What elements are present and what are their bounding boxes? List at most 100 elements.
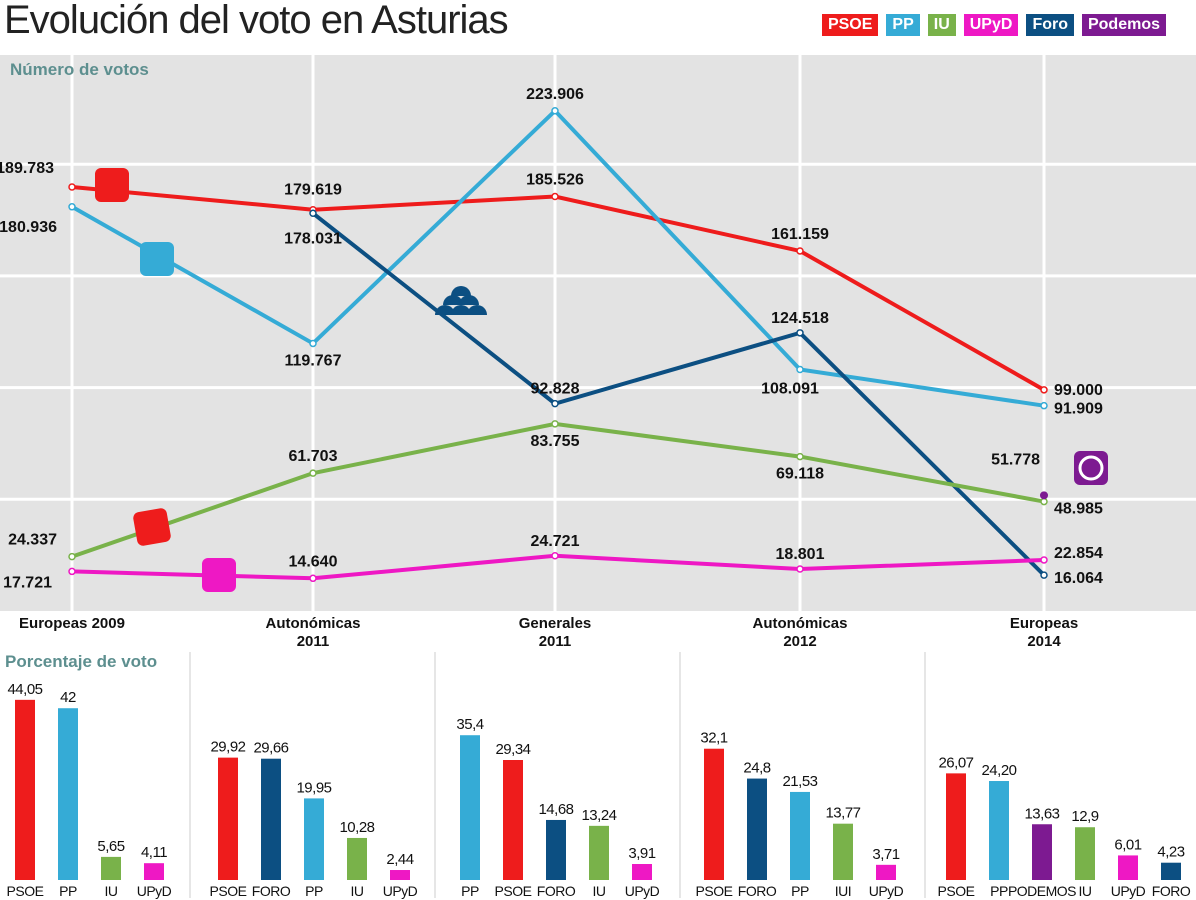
bar-party-label: PP: [59, 883, 77, 899]
data-point-iu: [309, 469, 317, 477]
series-line-foro: [311, 211, 1046, 577]
bar-iu: [1075, 827, 1095, 880]
legend-item-foro: Foro: [1026, 14, 1074, 36]
legend-item-psoe: PSOE: [821, 14, 879, 36]
bar-foro: [546, 819, 566, 880]
bar-value-label: 29,66: [253, 740, 288, 757]
data-label-iu: 69.118: [776, 466, 824, 483]
bar-party-label: PP: [791, 883, 809, 899]
bar-value-label: 29,34: [495, 741, 530, 758]
data-point-pp: [551, 107, 559, 115]
data-label-upyd: 17.721: [3, 574, 52, 591]
bar-party-label: PP: [305, 883, 323, 899]
legend-item-iu: IU: [927, 14, 956, 36]
data-point-pp: [309, 339, 317, 348]
data-label-foro: 178.031: [284, 230, 342, 247]
bar-value-label: 44,05: [7, 681, 42, 698]
bar-psoe: [503, 759, 523, 880]
bar-party-label: FORO: [738, 883, 777, 899]
data-label-psoe: 99.000: [1054, 382, 1103, 399]
x-tick-label: Europeas: [1010, 615, 1078, 632]
legend-item-upyd: UPyD: [963, 14, 1019, 36]
bar-party-label: UPyD: [383, 883, 418, 899]
bar-value-label: 13,77: [825, 805, 860, 822]
bar-pp: [460, 735, 480, 880]
bar-value-label: 19,95: [296, 779, 331, 796]
bar-party-label: IU: [1079, 883, 1092, 899]
x-tick-label: 2011: [539, 633, 572, 650]
bar-party-label: UPyD: [1111, 883, 1146, 899]
bar-value-label: 26,07: [938, 754, 973, 771]
data-label-upyd: 14.640: [289, 553, 338, 570]
data-label-psoe: 179.619: [284, 182, 342, 199]
data-label-iu: 83.755: [531, 433, 580, 450]
bar-psoe: [15, 699, 35, 880]
bar-value-label: 10,28: [339, 819, 374, 836]
bar-party-label: PODEMOS: [1008, 883, 1076, 899]
data-point-upyd: [1040, 556, 1048, 564]
data-label-psoe: 189.783: [0, 160, 54, 177]
bar-upyd: [1118, 855, 1138, 880]
bar-party-label: UPyD: [625, 883, 660, 899]
bar-party-label: FORO: [537, 883, 576, 899]
bar-psoe: [946, 773, 966, 880]
bar-party-label: UPyD: [137, 883, 172, 899]
bar-foro: [261, 758, 281, 880]
bar-party-label: IU: [593, 883, 606, 899]
bar-value-label: 2,44: [386, 851, 413, 868]
bar-value-label: 5,65: [97, 838, 124, 855]
data-point-upyd: [551, 552, 559, 560]
data-point-upyd: [796, 565, 804, 573]
bar-value-label: 13,24: [581, 807, 616, 824]
iu-logo-icon: [133, 508, 171, 546]
data-point-foro: [309, 209, 317, 218]
data-point-upyd: [309, 574, 317, 583]
data-point-psoe: [551, 192, 559, 201]
foro-logo-icon: [435, 286, 487, 315]
bar-value-label: 29,92: [210, 739, 245, 756]
bar-chart-title: Porcentaje de voto: [5, 652, 158, 671]
x-tick-label: 2014: [1027, 633, 1061, 650]
bar-value-label: 42: [60, 689, 76, 706]
bar-iu: [347, 837, 367, 880]
line-chart-title: Número de votos: [10, 60, 149, 79]
data-point-iu: [551, 420, 559, 428]
data-point-pp: [68, 203, 76, 211]
foro-logo-shape: [459, 295, 479, 305]
bar-upyd: [876, 864, 896, 880]
bar-value-label: 4,23: [1157, 844, 1184, 861]
bar-value-label: 12,9: [1071, 808, 1098, 825]
data-point-foro: [1040, 571, 1048, 579]
data-label-upyd: 24.721: [531, 533, 580, 550]
bar-party-label: PSOE: [7, 883, 44, 899]
bar-value-label: 24,20: [981, 762, 1016, 779]
bar-upyd: [390, 870, 410, 880]
data-point-upyd: [68, 567, 76, 576]
bar-value-label: 3,91: [628, 845, 655, 862]
bar-iui: [833, 823, 853, 880]
bar-party-label: PSOE: [696, 883, 733, 899]
foro-logo-shape: [451, 286, 471, 296]
data-label-psoe: 161.159: [771, 226, 829, 243]
bar-value-label: 13,63: [1024, 805, 1059, 822]
data-point-podemos: [1040, 491, 1048, 500]
bar-value-label: 6,01: [1114, 836, 1141, 853]
data-point-psoe: [1040, 386, 1048, 394]
plot-background: [0, 55, 1196, 611]
bar-psoe: [218, 757, 238, 880]
data-point-psoe: [796, 247, 804, 255]
bar-podemos: [1032, 824, 1052, 880]
bar-value-label: 14,68: [538, 801, 573, 818]
foro-logo-shape: [451, 305, 471, 315]
bar-pp: [989, 781, 1009, 880]
bar-party-label: PSOE: [210, 883, 247, 899]
bar-party-label: PSOE: [495, 883, 532, 899]
data-label-pp: 108.091: [761, 381, 819, 398]
data-label-podemos: 51.778: [991, 451, 1040, 468]
bar-upyd: [632, 864, 652, 880]
data-label-pp: 119.767: [285, 352, 342, 369]
foro-logo-shape: [467, 305, 487, 315]
foro-logo-shape: [435, 305, 455, 315]
